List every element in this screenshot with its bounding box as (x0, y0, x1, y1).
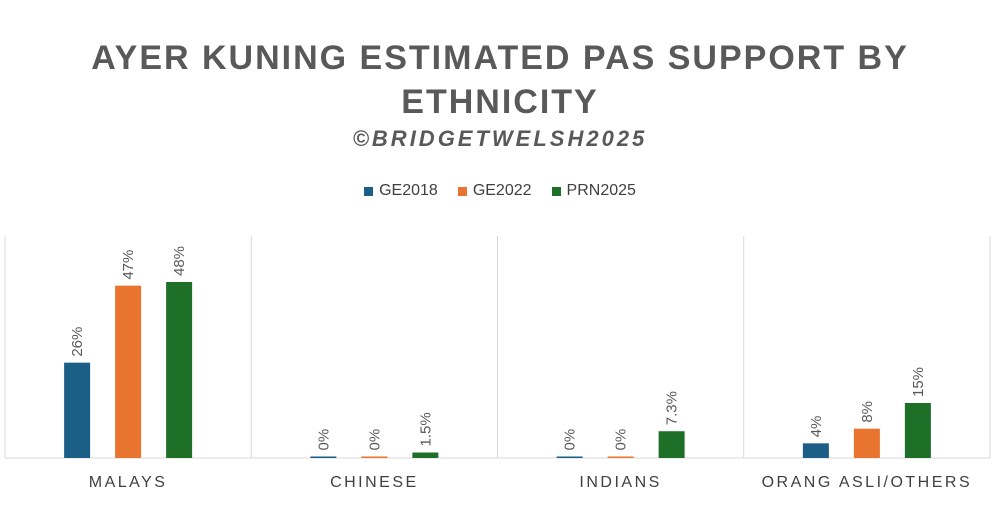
bar-ge2018-malays (64, 362, 91, 458)
bar-ge2018-orang-asli-others (802, 443, 829, 458)
bar-prn2025-chinese (412, 452, 439, 458)
bar-ge2022-malays (115, 285, 142, 458)
category-label: CHINESE (330, 474, 419, 491)
data-label: 1.5% (417, 412, 434, 446)
data-label: 0% (562, 429, 579, 451)
legend-swatch-ge2022 (457, 186, 467, 196)
data-label: 15% (910, 367, 927, 397)
category-label: MALAYS (89, 474, 168, 491)
legend-label-ge2018: GE2018 (379, 182, 438, 199)
category-label: ORANG ASLI/OTHERS (762, 474, 973, 491)
data-label: 47% (120, 250, 137, 280)
legend-label-prn2025: PRN2025 (566, 182, 636, 199)
data-label: 7.3% (664, 391, 681, 425)
bar-ge2022-chinese (361, 456, 388, 458)
legend: GE2018 GE2022 PRN2025 (0, 182, 1000, 200)
legend-swatch-prn2025 (551, 186, 561, 196)
data-label: 4% (808, 416, 825, 438)
bar-prn2025-indians (658, 431, 685, 458)
legend-item-prn2025: PRN2025 (551, 182, 636, 200)
data-label: 48% (171, 246, 188, 276)
data-label: 0% (315, 429, 332, 451)
legend-swatch-ge2018 (364, 186, 374, 196)
data-label: 26% (69, 327, 86, 357)
legend-item-ge2018: GE2018 (364, 182, 438, 200)
bar-prn2025-orang-asli-others (904, 403, 931, 458)
bar-prn2025-malays (166, 282, 193, 458)
legend-label-ge2022: GE2022 (472, 182, 532, 199)
data-label: 0% (366, 429, 383, 451)
chart-title-line-1: AYER KUNING ESTIMATED PAS SUPPORT BY (91, 39, 909, 77)
data-label: 0% (613, 429, 630, 451)
bar-ge2018-indians (556, 456, 583, 458)
data-label: 8% (859, 401, 876, 423)
category-label: INDIANS (579, 474, 661, 491)
chart-subtitle: ©BRIDGETWELSH2025 (352, 126, 648, 151)
bar-ge2022-orang-asli-others (853, 428, 880, 458)
chart-title-line-2: ETHNICITY (401, 83, 599, 121)
legend-item-ge2022: GE2022 (457, 182, 532, 200)
bar-ge2018-chinese (310, 456, 337, 458)
bar-ge2022-indians (607, 456, 634, 458)
